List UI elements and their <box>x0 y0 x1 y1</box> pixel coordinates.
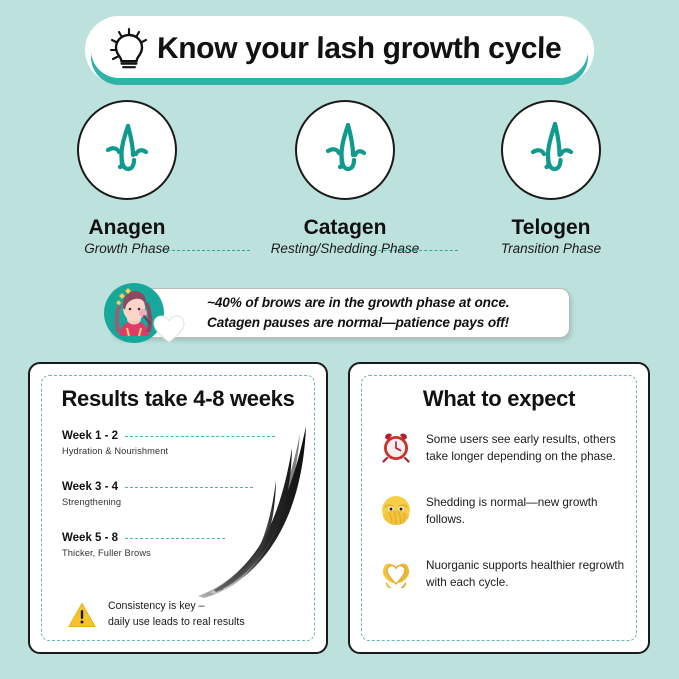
list-item: Some users see early results, others tak… <box>380 430 630 466</box>
phase-circle <box>295 100 395 200</box>
results-panel-title: Results take 4-8 weeks <box>61 386 295 411</box>
callout-line-1: ~40% of brows are in the growth phase at… <box>207 295 510 311</box>
week-head: Week 1 - 2 <box>62 430 302 442</box>
week-row: Week 1 - 2 Hydration & Nourishment <box>62 430 302 456</box>
phase-subtitle: Resting/Shedding Phase <box>270 241 420 257</box>
week-label: Week 5 - 8 <box>62 532 119 544</box>
heart-hands-icon <box>383 563 409 588</box>
week-detail: Strengthening <box>62 497 122 507</box>
expectation-list: Some users see early results, others tak… <box>380 430 630 619</box>
week-head: Week 5 - 8 <box>62 532 302 544</box>
list-item-text: Shedding is normal—new growth follows. <box>426 495 598 526</box>
title-sticker: Know your lash growth cycle <box>91 22 588 78</box>
phase-name: Catagen <box>303 216 387 239</box>
week-dash-line <box>125 486 254 488</box>
results-panel-dashed-frame <box>41 375 315 641</box>
phase-subtitle: Growth Phase <box>84 241 170 257</box>
expect-panel: What to expect Some users see early resu… <box>348 362 650 654</box>
phase-circle <box>77 100 177 200</box>
consistency-note-text: Consistency is key – daily use leads to … <box>108 599 245 630</box>
week-row: Week 3 - 4 Strengthening <box>62 481 302 507</box>
week-label: Week 3 - 4 <box>62 481 119 493</box>
hair-follicle-icon <box>530 121 574 172</box>
week-dash-line <box>125 435 276 437</box>
consistency-note: Consistency is key – daily use leads to … <box>68 599 308 630</box>
lightbulb-icon <box>110 27 148 69</box>
week-row: Week 5 - 8 Thicker, Fuller Brows <box>62 532 302 558</box>
list-item-text: Nuorganic supports healthier regrowth wi… <box>426 558 625 589</box>
phase-name: Telogen <box>511 216 591 239</box>
list-item: Shedding is normal—new growth follows. <box>380 493 630 529</box>
list-item-text: Some users see early results, others tak… <box>426 433 616 463</box>
list-item: Nuorganic supports healthier regrowth wi… <box>380 556 630 592</box>
week-detail: Hydration & Nourishment <box>62 446 169 456</box>
week-timeline: Week 1 - 2 Hydration & Nourishment Week … <box>62 430 302 583</box>
results-panel: Results take 4-8 weeks Week <box>28 362 328 654</box>
callout-line-2: Catagen pauses are normal—patience pays … <box>207 315 510 330</box>
callout-text: ~40% of brows are in the growth phase at… <box>207 293 510 332</box>
woman-avatar-icon <box>104 283 164 343</box>
week-detail: Thicker, Fuller Brows <box>62 548 151 558</box>
week-label: Week 1 - 2 <box>62 430 119 442</box>
phase-item-anagen[interactable]: Anagen Growth Phase <box>32 100 222 256</box>
note-line-2: daily use leads to real results <box>108 615 245 628</box>
expect-panel-dashed-frame <box>361 375 637 641</box>
hair-follicle-icon <box>325 122 367 172</box>
header: Know your lash growth cycle <box>0 22 679 78</box>
expect-panel-title: What to expect <box>422 386 576 411</box>
phase-name: Anagen <box>88 216 166 239</box>
page-title: Know your lash growth cycle <box>157 32 562 65</box>
phase-row: Anagen Growth Phase Catagen Resting/Shed… <box>46 100 633 265</box>
alarm-clock-icon <box>382 433 410 463</box>
phase-circle <box>501 100 601 200</box>
note-line-1: Consistency is key – <box>108 600 205 613</box>
week-dash-line <box>125 537 226 539</box>
phase-subtitle: Transition Phase <box>500 241 602 257</box>
phase-connector-1 <box>162 250 250 251</box>
hair-follicle-icon <box>105 123 149 172</box>
warning-triangle-icon <box>68 602 96 628</box>
heart-icon <box>153 315 185 343</box>
week-head: Week 3 - 4 <box>62 481 302 493</box>
phase-connector-2 <box>368 250 458 251</box>
callout-banner: ~40% of brows are in the growth phase at… <box>110 288 570 338</box>
phase-item-telogen[interactable]: Telogen Transition Phase <box>456 100 646 256</box>
face-with-open-eyes-and-hand-over-mouth-icon <box>382 495 410 525</box>
phase-item-catagen[interactable]: Catagen Resting/Shedding Phase <box>250 100 440 256</box>
